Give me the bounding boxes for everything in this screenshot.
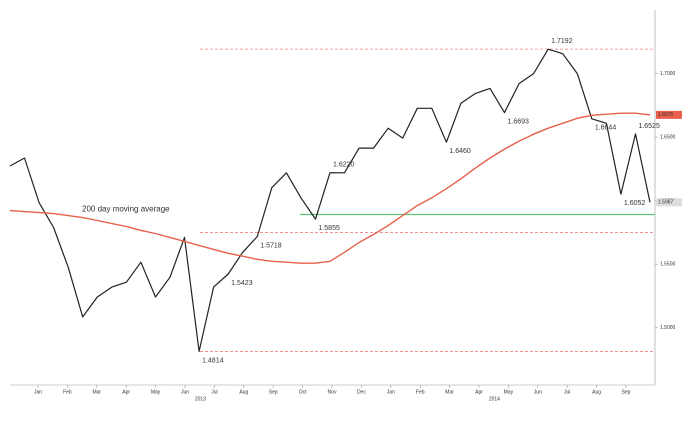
- value-box-label: 1.5987: [658, 200, 674, 206]
- data-label: 1.6460: [449, 148, 471, 155]
- x-tick-label: Sep: [622, 389, 631, 395]
- y-tick-label: 1.6500: [660, 134, 676, 140]
- price-line: [9, 48, 651, 352]
- x-tick-label: Jul: [211, 389, 217, 395]
- x-tick-label: Jan: [34, 389, 42, 395]
- x-tick-label: Mar: [445, 389, 454, 395]
- x-tick-label: Jun: [534, 389, 542, 395]
- y-tick-label: 1.5000: [660, 325, 676, 331]
- data-label: 1.6525: [638, 123, 660, 130]
- x-tick-label: Jul: [564, 389, 570, 395]
- x-tick-label: Oct: [299, 389, 307, 395]
- x-tick-label: Apr: [122, 389, 130, 395]
- x-tick-label: Aug: [592, 389, 601, 395]
- year-label: 2013: [195, 396, 206, 402]
- x-tick-label: Jun: [181, 389, 189, 395]
- x-tick-label: Nov: [328, 389, 337, 395]
- x-tick-label: May: [151, 389, 161, 395]
- annotation: 200 day moving average: [82, 205, 170, 214]
- y-tick-label: 1.7000: [660, 71, 676, 77]
- x-tick-label: Dec: [357, 389, 366, 395]
- data-label: 1.6220: [333, 162, 355, 169]
- data-label: 1.7192: [551, 38, 573, 45]
- data-label: 1.5855: [318, 225, 340, 232]
- data-label: 1.6693: [508, 118, 530, 125]
- x-tick-label: Feb: [63, 389, 72, 395]
- x-tick-label: Aug: [239, 389, 248, 395]
- value-box: [656, 110, 682, 119]
- moving-average-line: [9, 112, 651, 264]
- value-box-label: 1.6675: [658, 112, 674, 118]
- x-tick-label: Mar: [92, 389, 101, 395]
- data-label: 1.4814: [202, 357, 224, 364]
- data-label: 1.5423: [231, 280, 253, 287]
- data-label: 1.5718: [260, 242, 282, 249]
- year-label: 2014: [489, 396, 500, 402]
- x-tick-label: Feb: [416, 389, 425, 395]
- x-tick-label: May: [504, 389, 514, 395]
- x-tick-label: Apr: [475, 389, 483, 395]
- value-box: [656, 198, 682, 207]
- data-label: 1.6052: [624, 200, 646, 207]
- x-tick-label: Sep: [269, 389, 278, 395]
- data-label: 1.6644: [595, 125, 617, 132]
- y-tick-label: 1.5500: [660, 262, 676, 268]
- x-tick-label: Jan: [387, 389, 395, 395]
